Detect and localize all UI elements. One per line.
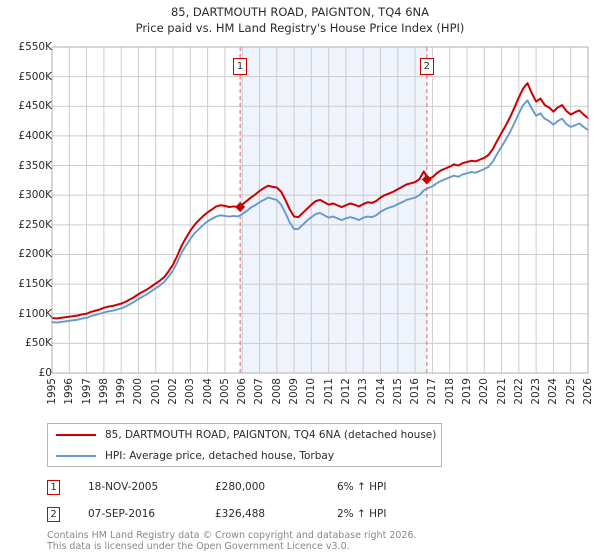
x-axis-tick-label: 2015 [391,378,404,405]
transaction-hpi-delta: 6% ↑ HPI [337,481,387,493]
y-axis-tick-label: £450K [18,100,52,113]
title-line-2: Price paid vs. HM Land Registry's House … [135,21,465,35]
x-axis-tick-label: 2009 [288,378,301,405]
transaction-price: £326,488 [215,508,266,520]
y-axis-tick-label: £100K [18,307,52,320]
event-marker-box-1[interactable]: 1 [233,58,248,75]
x-axis-tick-label: 2004 [201,378,214,405]
transaction-index-badge[interactable]: 1 [47,479,60,495]
y-axis-tick-label: £200K [18,248,52,261]
x-axis-tick-label: 2016 [409,378,422,405]
y-axis-tick-label: £300K [18,189,52,202]
x-axis-tick-label: 2008 [270,378,283,405]
y-axis-tick-label: £150K [18,278,52,291]
legend-label: HPI: Average price, detached house, Torb… [105,449,335,462]
x-axis-tick-label: 2002 [167,378,180,405]
x-axis-tick-label: 2006 [236,378,249,405]
x-axis-tick-label: 2021 [495,378,508,405]
transaction-date: 07-SEP-2016 [88,508,156,520]
x-axis-tick-label: 1995 [46,378,58,405]
footer-line-1: Contains HM Land Registry data © Crown c… [47,530,417,541]
series-line-hpi [51,99,589,324]
y-axis-tick-label: £500K [18,70,52,83]
footer-attribution: Contains HM Land Registry data © Crown c… [47,530,567,552]
x-axis-tick-label: 2010 [305,378,318,405]
transaction-row: 2 07-SEP-2016 £326,488 2% ↑ HPI [47,504,447,524]
event-diamond-marker [421,174,432,185]
chart-legend: 85, DARTMOUTH ROAD, PAIGNTON, TQ4 6NA (d… [47,423,442,467]
x-axis-tick-label: 2023 [530,378,543,405]
transaction-price: £280,000 [215,481,266,493]
x-axis-tick-label: 2024 [547,378,560,405]
x-axis-tick-label: 2014 [374,378,387,405]
legend-item-1: HPI: Average price, detached house, Torb… [48,445,441,466]
x-axis-tick-label: 1996 [63,378,76,405]
x-axis-tick-label: 2007 [253,378,266,405]
page-title: 85, DARTMOUTH ROAD, PAIGNTON, TQ4 6NA Pr… [0,4,600,36]
legend-item-0: 85, DARTMOUTH ROAD, PAIGNTON, TQ4 6NA (d… [48,424,441,445]
x-axis-tick-label: 1997 [80,378,93,405]
footer-line-2: This data is licensed under the Open Gov… [47,541,350,552]
y-axis-tick-label: £400K [18,129,52,142]
x-axis-tick-label: 2025 [564,378,577,405]
x-axis-tick-label: 1998 [97,378,110,405]
plot-border [51,46,589,374]
x-axis-tick-label: 2001 [149,378,162,405]
x-axis-tick-label: 2013 [357,378,370,405]
x-axis-tick-label: 2018 [443,378,456,405]
price-chart: £0 £50K £100K £150K £200K £250K £300K £350K £400… [0,40,600,405]
series-line-price-paid [51,82,589,320]
transaction-date: 18-NOV-2005 [88,481,159,493]
event-marker-box-2[interactable]: 2 [419,58,434,75]
x-axis-tick-label: 2003 [184,378,197,405]
transaction-hpi-delta: 2% ↑ HPI [337,508,387,520]
x-axis-tick-label: 1999 [115,378,128,405]
x-axis-tick-label: 2017 [426,378,439,405]
legend-color-swatch [56,433,96,436]
x-axis-tick-label: 2020 [478,378,491,405]
x-axis-tick-label: 2026 [582,378,594,405]
event-diamond-marker [235,202,246,213]
x-axis-tick-label: 2022 [512,378,525,405]
x-axis-tick-label: 2012 [339,378,352,405]
x-axis-tick-label: 2019 [460,378,473,405]
y-axis-tick-label: £50K [25,337,52,350]
y-axis-tick-label: £0 [38,367,52,379]
y-axis-tick-label: £550K [18,41,52,53]
y-axis-tick-label: £350K [18,159,52,172]
legend-color-swatch [56,454,96,457]
x-axis-tick-label: 2005 [218,378,231,405]
title-line-1: 85, DARTMOUTH ROAD, PAIGNTON, TQ4 6NA [170,5,430,19]
x-axis-tick-label: 2011 [322,378,335,405]
legend-label: 85, DARTMOUTH ROAD, PAIGNTON, TQ4 6NA (d… [105,428,437,441]
transaction-index-badge[interactable]: 2 [47,506,60,522]
ownership-band [240,47,427,373]
y-axis-tick-label: £250K [18,218,52,231]
transaction-row: 1 18-NOV-2005 £280,000 6% ↑ HPI [47,477,447,497]
chart-canvas [51,46,589,374]
x-axis-tick-label: 2000 [132,378,145,405]
